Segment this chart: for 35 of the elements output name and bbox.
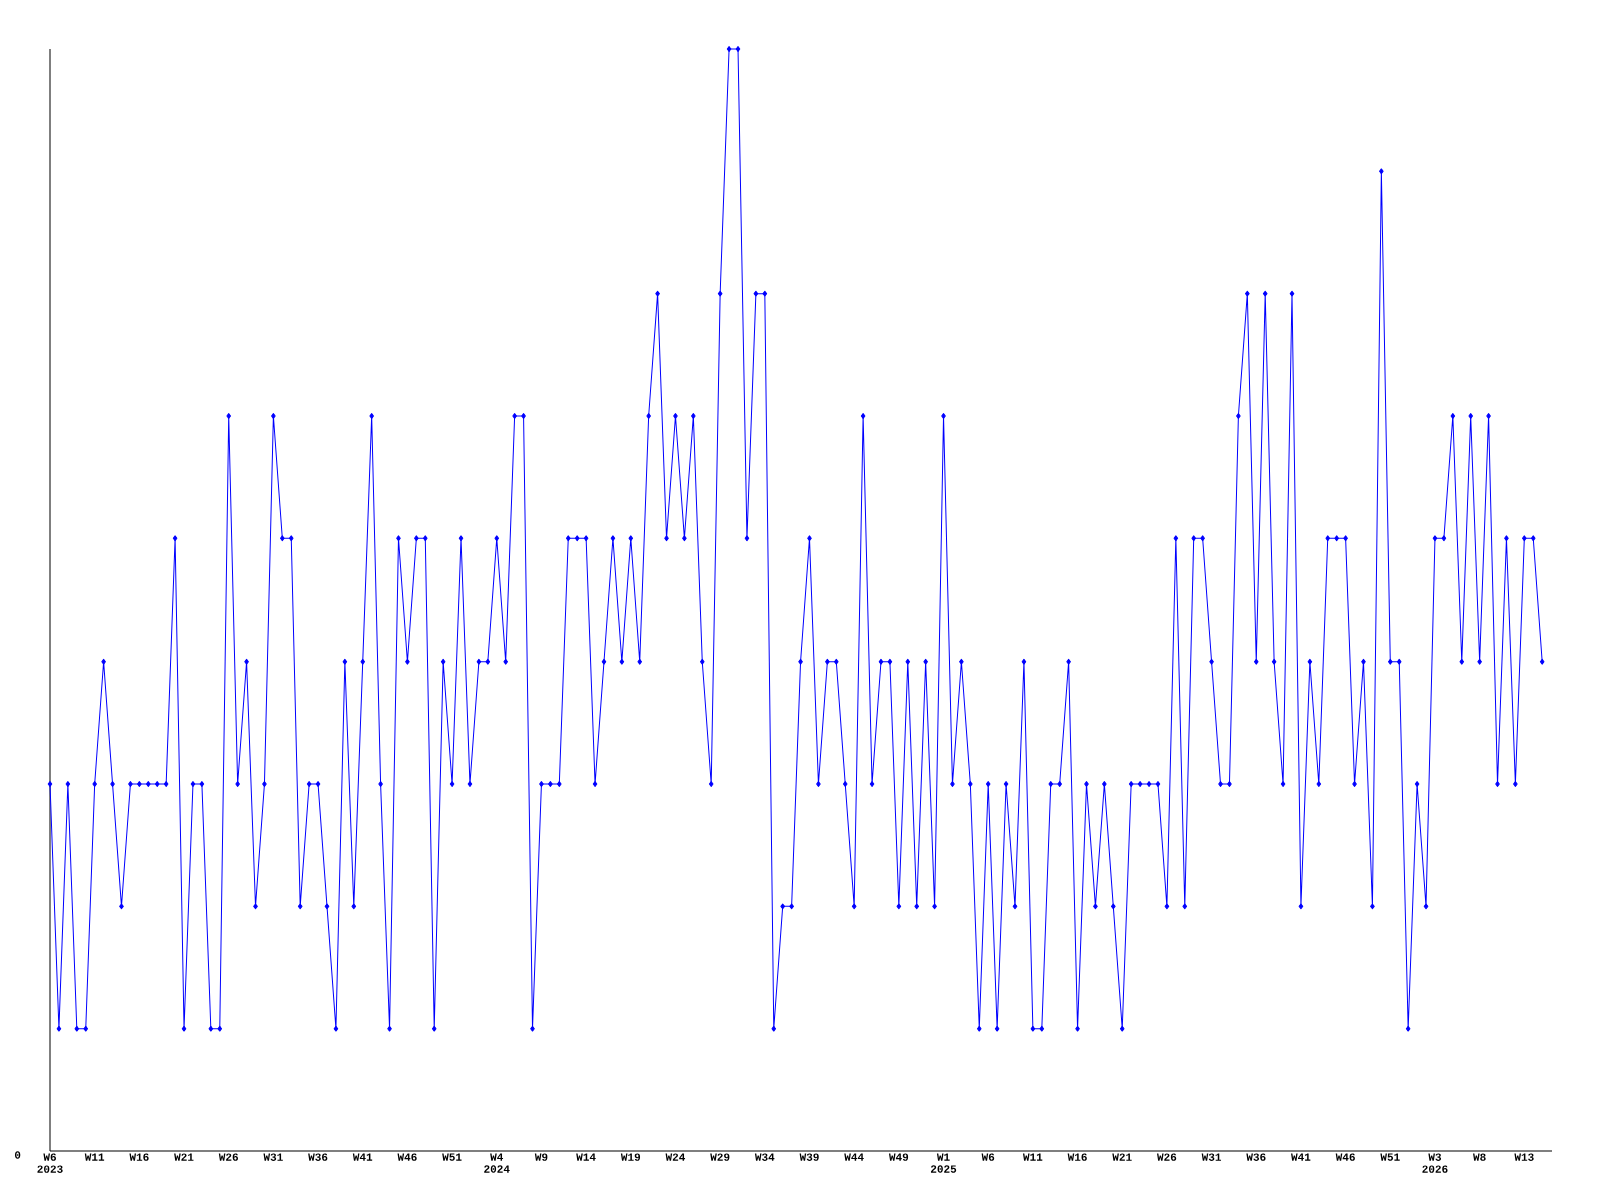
x-tick-label: W39 xyxy=(799,1153,819,1161)
x-tick-label: W51 xyxy=(1380,1153,1400,1161)
x-tick-label: W49 xyxy=(888,1153,909,1161)
x-tick-label: W24 xyxy=(665,1153,686,1161)
x-tick-label: W8 xyxy=(1473,1153,1486,1161)
x-tick-label: W31 xyxy=(263,1153,283,1161)
x-tick-label: W26 xyxy=(218,1153,238,1161)
x-tick-label: W29 xyxy=(710,1153,730,1161)
x-tick-label: W1 2025 xyxy=(930,1153,957,1173)
x-tick-label: W26 xyxy=(1157,1153,1177,1161)
x-tick-label: W44 xyxy=(844,1153,864,1161)
x-tick-label: W16 xyxy=(129,1153,149,1161)
x-tick-label: W41 xyxy=(1291,1153,1311,1161)
x-tick-label: W46 xyxy=(1335,1153,1355,1161)
x-tick-label: W11 xyxy=(1022,1153,1043,1161)
x-tick-label: W6 xyxy=(981,1153,995,1161)
x-tick-label: W31 xyxy=(1201,1153,1222,1161)
x-tick-label: W21 xyxy=(174,1153,194,1161)
x-tick-label: W34 xyxy=(754,1153,775,1161)
x-tick-label: W41 xyxy=(352,1153,373,1161)
x-tick-label: W6 2023 xyxy=(37,1153,63,1173)
text: 0 xyxy=(14,1151,21,1159)
x-tick-label: W36 xyxy=(308,1153,328,1161)
x-tick-label: W16 xyxy=(1067,1153,1087,1161)
x-tick-label: W11 xyxy=(84,1153,105,1161)
x-tick-label: W9 xyxy=(534,1153,548,1161)
x-tick-label: W3 2026 xyxy=(1422,1153,1448,1173)
x-tick-label: W13 xyxy=(1514,1153,1534,1161)
x-tick-label: W51 xyxy=(442,1153,462,1161)
x-tick-label: W36 xyxy=(1246,1153,1266,1161)
x-tick-label: W14 xyxy=(576,1153,596,1161)
x-tick-label: W19 xyxy=(620,1153,641,1161)
x-tick-label: W46 xyxy=(397,1153,417,1161)
x-tick-label: W4 2024 xyxy=(484,1153,510,1173)
x-tick-label: W21 xyxy=(1112,1153,1132,1161)
